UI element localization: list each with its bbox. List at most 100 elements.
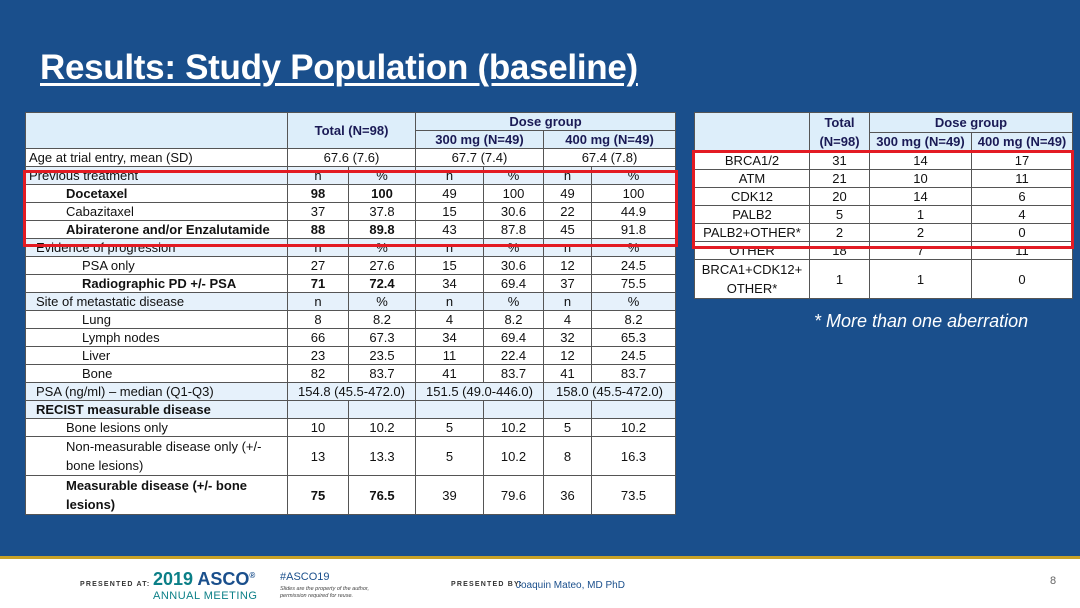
row-label: Cabazitaxel (25, 202, 288, 221)
row-label: PSA only (25, 256, 288, 275)
table-row: Non-measurable disease only (+/- bone le… (25, 436, 677, 476)
aberration-table: Total (N=98) Dose group 300 mg (N=49) 40… (694, 112, 1074, 299)
cell: 8.2 (348, 310, 416, 329)
table-row: Lung 8 8.2 4 8.2 4 8.2 (25, 310, 677, 329)
row-label: Bone (25, 364, 288, 383)
cell: 44.9 (590, 202, 677, 221)
cell: % (590, 238, 677, 257)
cell: 12 (543, 256, 592, 275)
row-label: PSA (ng/ml) – median (Q1-Q3) (25, 382, 288, 401)
cell: 89.8 (348, 220, 416, 239)
cell: 15 (415, 256, 484, 275)
cell: 5 (415, 436, 484, 476)
cell: 34 (415, 328, 484, 347)
footnote: * More than one aberration (814, 311, 1029, 331)
cell: 27.6 (348, 256, 416, 275)
row-label: Measurable disease (+/- bone lesions) (25, 475, 288, 515)
header-total: Total (N=98) (809, 112, 870, 152)
cell: 2 (869, 223, 972, 242)
cell: n (415, 238, 484, 257)
cell: 36 (543, 475, 592, 515)
row-label: Previous treatment (25, 166, 288, 185)
table-row: PALB2+OTHER* 2 2 0 (694, 223, 1074, 242)
header-label-cell (25, 112, 288, 149)
cell: 10.2 (590, 418, 677, 437)
cell: 0 (970, 259, 1074, 299)
cell: 10.2 (348, 418, 416, 437)
cell: 11 (970, 169, 1074, 188)
cell: n (287, 292, 349, 311)
table-row: BRCA1+CDK12+ OTHER* 1 1 0 (694, 259, 1074, 299)
cell: 10 (287, 418, 349, 437)
cell: 158.0 (45.5-472.0) (542, 382, 677, 401)
cell: % (590, 292, 677, 311)
cell: 0 (970, 223, 1074, 242)
cell: 73.5 (590, 475, 677, 515)
header-dose-300: 300 mg (N=49) (415, 130, 544, 149)
table-row: CDK12 20 14 6 (694, 187, 1074, 206)
cell: 27 (287, 256, 349, 275)
row-label: OTHER (694, 241, 810, 260)
cell: 69.4 (483, 274, 544, 293)
cell: 24.5 (590, 256, 677, 275)
cell: 1 (809, 259, 870, 299)
table-row: Measurable disease (+/- bone lesions) 75… (25, 475, 677, 515)
cell: 100 (348, 184, 416, 203)
table-row: Liver 23 23.5 11 22.4 12 24.5 (25, 346, 677, 365)
cell: 8 (543, 436, 592, 476)
cell: 45 (543, 220, 592, 239)
table-row: Evidence of progression n % n % n % (25, 238, 677, 257)
study-population-table: Total (N=98) Dose group 300 mg (N=49) 40… (25, 112, 677, 515)
cell: 4 (970, 205, 1074, 224)
table-row: PALB2 5 1 4 (694, 205, 1074, 224)
cell: 82 (287, 364, 349, 383)
cell: 39 (415, 475, 484, 515)
row-label: Site of metastatic disease (25, 292, 288, 311)
asco-logo: 2019 ASCO® (153, 569, 255, 590)
cell: n (287, 238, 349, 257)
cell: 22.4 (483, 346, 544, 365)
cell: 5 (415, 418, 484, 437)
slide-title: Results: Study Population (baseline) (40, 48, 638, 87)
cell: 1 (869, 205, 972, 224)
cell: 5 (809, 205, 870, 224)
row-label: BRCA1/2 (694, 151, 810, 170)
cell: 23 (287, 346, 349, 365)
row-label: Radiographic PD +/- PSA (25, 274, 288, 293)
cell: 37 (287, 202, 349, 221)
header-dose-group: Dose group (414, 112, 677, 131)
table-row: Cabazitaxel 37 37.8 15 30.6 22 44.9 (25, 202, 677, 221)
row-label: BRCA1+CDK12+ OTHER* (694, 259, 810, 299)
table-row: PSA (ng/ml) – median (Q1-Q3) 154.8 (45.5… (25, 382, 677, 401)
cell: 154.8 (45.5-472.0) (287, 382, 416, 401)
cell (287, 400, 349, 419)
rights-notice: Slides are the property of the author, p… (280, 586, 369, 599)
row-label: Docetaxel (25, 184, 288, 203)
cell: 4 (415, 310, 484, 329)
cell: 15 (415, 202, 484, 221)
presenter-name: Joaquin Mateo, MD PhD (516, 580, 625, 591)
cell: n (543, 238, 592, 257)
cell: 100 (483, 184, 544, 203)
cell: 30.6 (483, 202, 544, 221)
table-row: Docetaxel 98 100 49 100 49 100 (25, 184, 677, 203)
table-row: Radiographic PD +/- PSA 71 72.4 34 69.4 … (25, 274, 677, 293)
cell: % (483, 238, 544, 257)
asco-trademark: ® (249, 571, 256, 580)
row-label: Abiraterone and/or Enzalutamide (25, 220, 288, 239)
header-row: Total (N=98) Dose group (25, 112, 677, 149)
cell: 20 (809, 187, 870, 206)
header-total: Total (N=98) (287, 112, 416, 149)
cell: 14 (869, 187, 972, 206)
cell: 10.2 (483, 418, 544, 437)
table-row: Age at trial entry, mean (SD) 67.6 (7.6)… (25, 148, 677, 167)
cell: 22 (543, 202, 592, 221)
cell: 8 (287, 310, 349, 329)
cell: 49 (415, 184, 484, 203)
cell: n (415, 166, 484, 185)
table-row: Site of metastatic disease n % n % n % (25, 292, 677, 311)
cell: 32 (543, 328, 592, 347)
cell: 30.6 (483, 256, 544, 275)
cell: 67.4 (7.8) (542, 148, 677, 167)
cell: 21 (809, 169, 870, 188)
